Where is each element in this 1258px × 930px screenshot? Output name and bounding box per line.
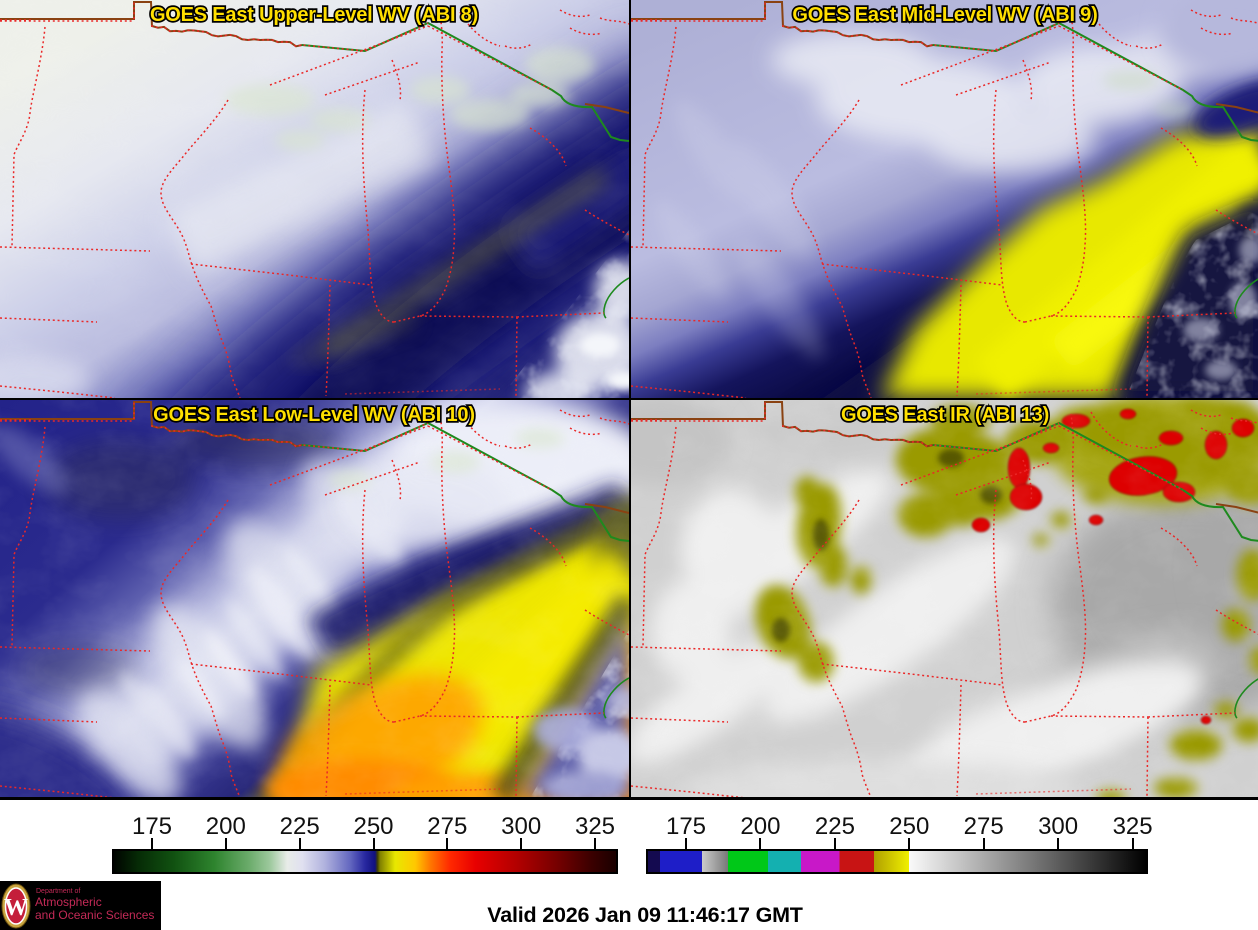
svg-text:W: W [4,895,28,921]
svg-text:GOES East Low-Level WV (ABI 10: GOES East Low-Level WV (ABI 10) [153,404,475,426]
svg-text:Atmospheric: Atmospheric [35,895,102,909]
svg-text:Department of: Department of [36,888,80,895]
svg-text:GOES East IR (ABI 13): GOES East IR (ABI 13) [841,404,1049,426]
svg-text:GOES East Mid-Level WV (ABI 9): GOES East Mid-Level WV (ABI 9) [792,4,1097,26]
svg-text:and Oceanic Sciences: and Oceanic Sciences [35,908,154,922]
svg-text:GOES East Upper-Level WV (ABI: GOES East Upper-Level WV (ABI 8) [150,4,478,26]
